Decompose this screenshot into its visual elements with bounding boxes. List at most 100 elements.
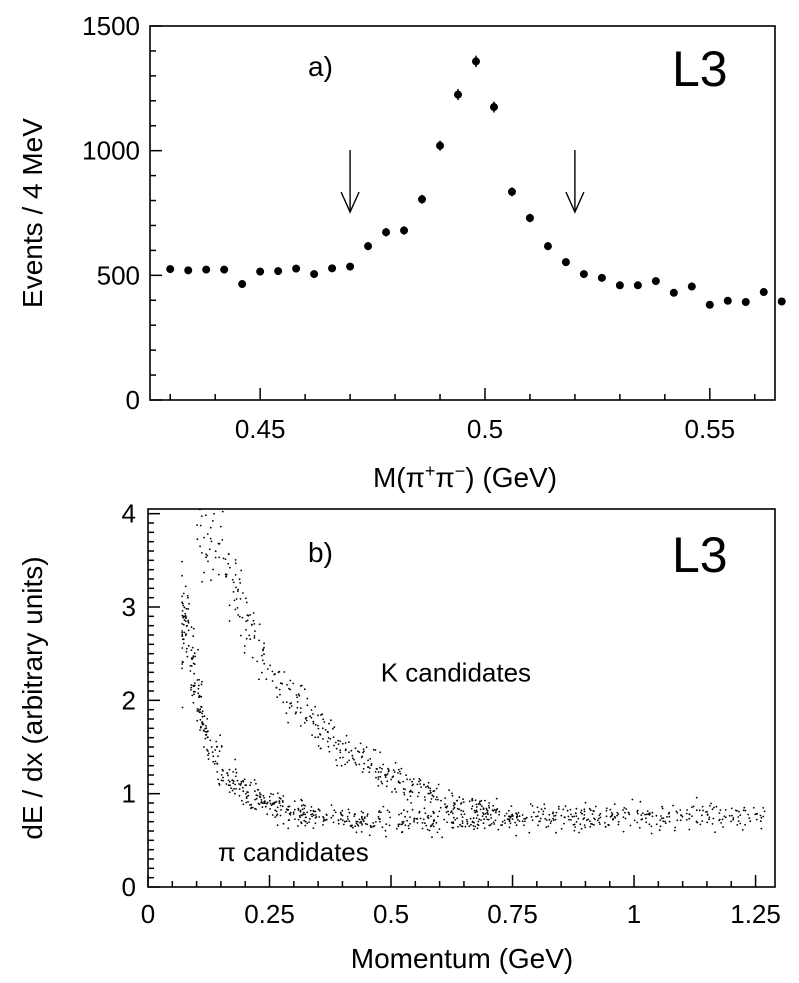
pion-point [400, 823, 403, 826]
kaon-point [430, 791, 432, 794]
pion-point [443, 818, 446, 821]
pion-point [631, 798, 634, 801]
pion-point [245, 801, 248, 804]
kaon-point [411, 780, 413, 783]
pion-point [555, 831, 557, 834]
pion-point [515, 816, 518, 819]
pion-point [614, 817, 617, 819]
kaon-point [199, 524, 202, 527]
kaon-point [346, 761, 349, 764]
pion-point [304, 816, 307, 819]
pion-point [447, 813, 450, 816]
kaon-point [403, 791, 405, 794]
pion-point [625, 808, 628, 810]
kaon-point [297, 693, 300, 695]
pion-point [272, 793, 275, 796]
kaon-point [479, 800, 481, 803]
pion-point [360, 816, 363, 819]
y-tick-label: 2 [122, 685, 136, 715]
pion-point [366, 815, 369, 817]
pion-point [293, 808, 296, 811]
kaon-point [485, 807, 488, 810]
pion-point [696, 821, 699, 824]
pion-point [301, 799, 303, 802]
kaon-point [217, 542, 220, 545]
kaon-point [339, 751, 342, 754]
kaon-point [406, 778, 408, 781]
pion-point [609, 808, 612, 811]
kaon-point [334, 741, 337, 744]
kaon-point [310, 716, 313, 719]
kaon-point [423, 783, 425, 786]
kaon-point [303, 721, 306, 724]
pion-point [198, 678, 201, 681]
pion-point [582, 818, 585, 820]
pion-point [508, 820, 511, 823]
pion-point [261, 806, 264, 808]
pion-point [633, 819, 636, 822]
pion-point [760, 827, 763, 830]
pion-point [432, 825, 435, 828]
kaon-point [303, 688, 306, 691]
pion-point [428, 829, 431, 832]
kaon-point [298, 694, 301, 697]
kaon-point [329, 738, 332, 740]
pion-point [676, 819, 679, 822]
kaon-point [209, 526, 212, 529]
pion-point [464, 825, 467, 828]
pion-point [184, 615, 187, 617]
kaon-point [348, 741, 350, 744]
pion-point [340, 818, 342, 821]
pion-point [312, 827, 315, 829]
kaon-point [242, 592, 244, 594]
pion-point [196, 710, 199, 712]
pion-point [190, 626, 193, 628]
kaon-point [426, 785, 429, 787]
pion-point [456, 817, 458, 820]
kaon-point [249, 614, 251, 616]
pion-point [276, 813, 279, 816]
kaon-point [417, 795, 419, 798]
pion-point [760, 816, 763, 819]
pion-point [325, 818, 328, 821]
kaon-point [385, 785, 388, 788]
pion-point [427, 814, 430, 817]
pion-point [200, 705, 203, 708]
kaon-point [205, 514, 207, 517]
kaon-point [243, 645, 246, 647]
pion-point [650, 825, 653, 828]
kaon-point [337, 739, 339, 742]
kaon-point [423, 796, 426, 798]
pion-point [441, 836, 444, 839]
pion-point [514, 821, 517, 824]
pion-point [537, 824, 539, 827]
kaon-point [253, 637, 256, 639]
pion-point [355, 831, 358, 834]
pion-point [246, 791, 249, 793]
pion-point [503, 819, 506, 822]
pion-point [531, 805, 534, 807]
data-point [454, 89, 463, 101]
kaon-point [266, 668, 269, 670]
pion-point [666, 816, 668, 818]
pion-point [194, 682, 196, 684]
kaon-point [294, 712, 297, 715]
kaon-point [200, 515, 203, 517]
kaon-point [288, 687, 290, 690]
kaon-point [399, 772, 402, 775]
kaon-point [241, 616, 244, 619]
kaon-point [384, 774, 387, 777]
pion-point [547, 825, 550, 828]
pion-point [207, 730, 209, 733]
pion-point [446, 805, 449, 808]
panel-b-l3-logo: L3 [672, 527, 728, 583]
kaon-point [462, 801, 465, 803]
pion-point [715, 805, 718, 808]
pion-point [438, 810, 441, 813]
kaon-point [309, 715, 311, 718]
pion-point [596, 819, 599, 822]
kaon-point [485, 809, 488, 811]
pion-point [212, 755, 215, 758]
pion-point [363, 816, 366, 819]
kaon-point [387, 767, 389, 770]
